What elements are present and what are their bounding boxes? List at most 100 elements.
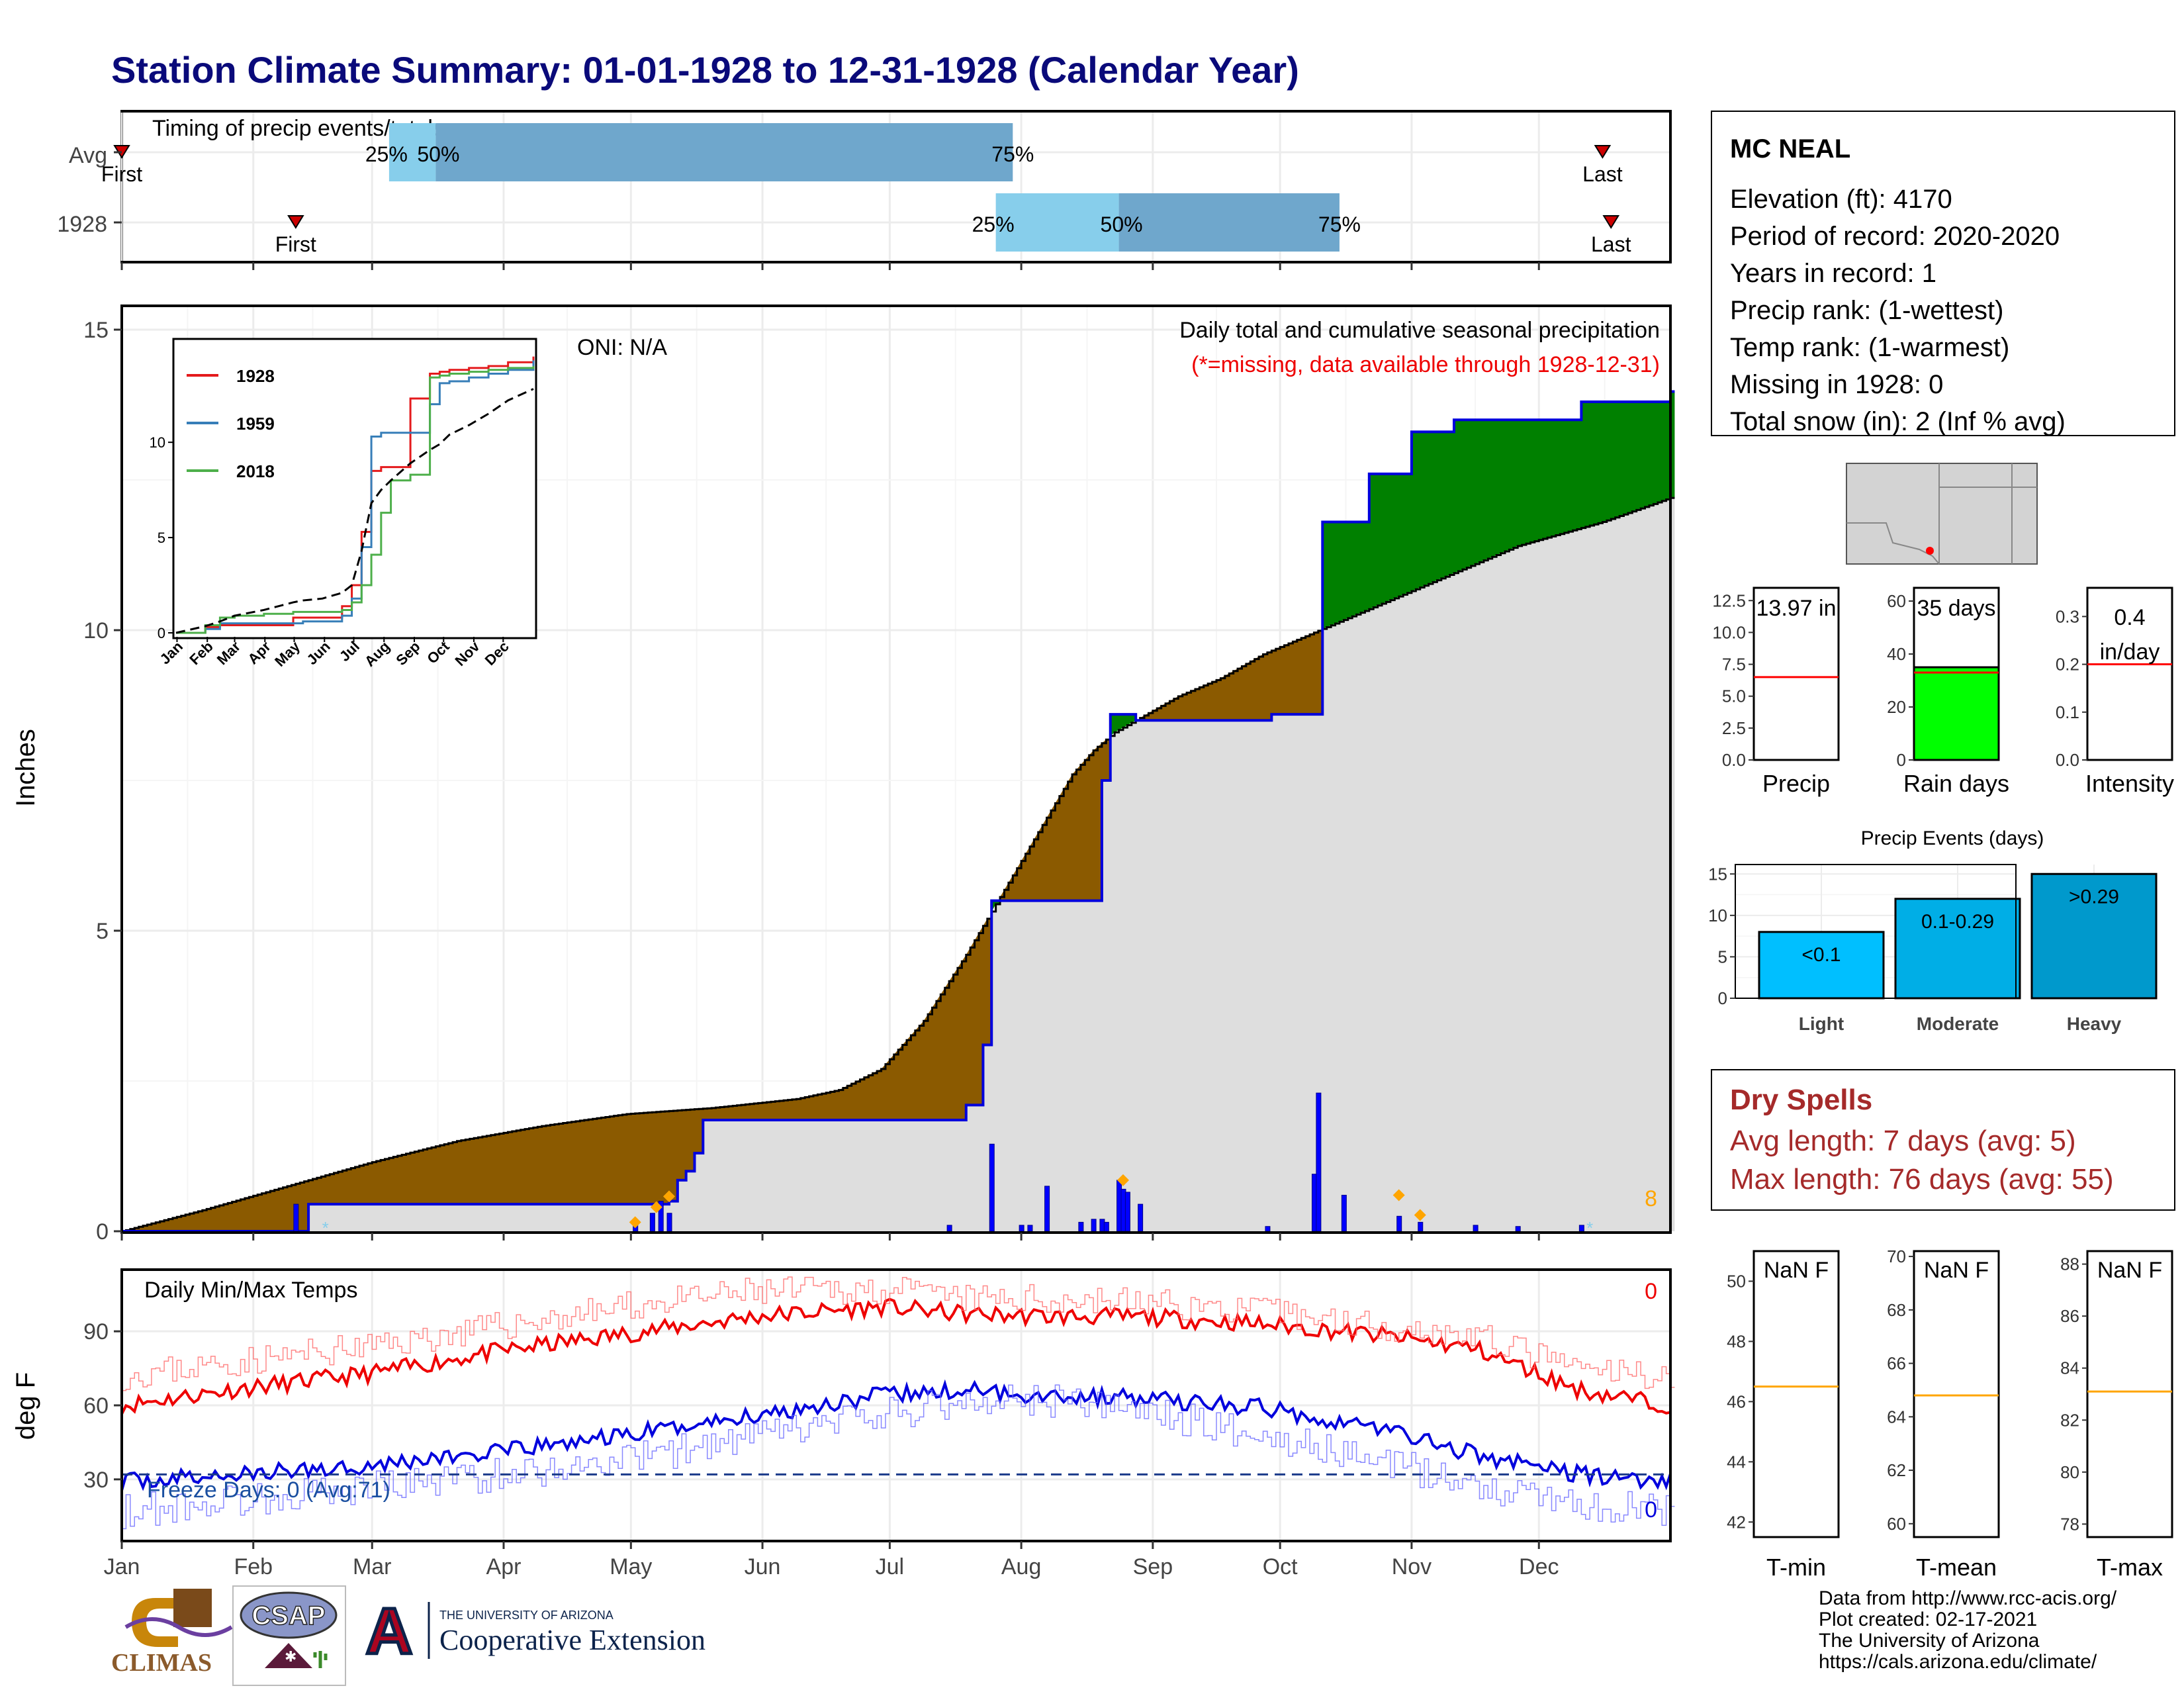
temp-summary-box bbox=[1752, 1250, 1840, 1538]
timing-label-75: 75% bbox=[1318, 212, 1361, 236]
freeze-days-label: Freeze Days: 0 (Avg:71) bbox=[147, 1477, 390, 1503]
events-y-tick-label: 10 bbox=[1708, 906, 1727, 925]
temp-plot-area bbox=[120, 1276, 1675, 1530]
temp-panel: 30 60 90 Jan Feb Mar Apr May Jun Jul Aug Sep Oct Nov… bbox=[11, 1268, 1675, 1579]
last-event-marker-icon bbox=[1602, 215, 1620, 229]
precip-y-tick-label: 10 bbox=[83, 618, 109, 643]
inset-legend: 1928 1959 2018 bbox=[187, 366, 275, 481]
locator-map bbox=[1846, 463, 2038, 565]
month-label: Jan bbox=[104, 1554, 140, 1579]
precip-event-bar-light bbox=[1758, 931, 1885, 1000]
tmin-box-value: NaN F bbox=[1764, 1258, 1829, 1283]
month-label: Feb bbox=[234, 1554, 273, 1579]
station-period: Period of record: 2020-2020 bbox=[1730, 222, 2060, 251]
month-label: Nov bbox=[1392, 1554, 1432, 1579]
temp-y-tick-label: 30 bbox=[83, 1468, 109, 1493]
ua-a-icon-bg bbox=[361, 1597, 417, 1660]
station-total-snow: Total snow (in): 2 (Inf % avg) bbox=[1730, 407, 2066, 436]
dry-spells-box: Dry Spells Avg length: 7 days (avg: 5) M… bbox=[1711, 1069, 2175, 1211]
csap-cactus-icon bbox=[313, 1651, 328, 1668]
oni-label: ONI: N/A bbox=[577, 335, 667, 360]
tmax-box-label: T-max bbox=[2097, 1554, 2163, 1581]
temp-box-y-tick-label: 88 bbox=[2060, 1254, 2079, 1274]
timing-label-50: 50% bbox=[1101, 212, 1143, 236]
precip-event-bar-label: 0.1-0.29 bbox=[1921, 911, 1994, 933]
missing-data-icon: * bbox=[1586, 1218, 1593, 1238]
temp-y-tick-label: 60 bbox=[83, 1393, 109, 1419]
temp-line-tmax bbox=[120, 1297, 1671, 1415]
rain-days-bar-label: Rain days bbox=[1903, 770, 2009, 797]
month-label: Jul bbox=[876, 1554, 904, 1579]
intensity-y-tick-label: 0.1 bbox=[2056, 702, 2079, 722]
dry-spells-title: Dry Spells bbox=[1730, 1084, 1872, 1116]
dry-spells-max: Max length: 76 days (avg: 55) bbox=[1730, 1163, 2114, 1196]
rain_days-y-tick-label: 20 bbox=[1887, 697, 1906, 717]
month-label: Apr bbox=[486, 1554, 522, 1579]
timing-bars: 25% 50% 75% First Last 25% 50% 75% First Last bbox=[101, 123, 1631, 256]
snow-day-marker-icon bbox=[629, 1216, 641, 1229]
precip-y-label: Inches bbox=[11, 729, 40, 807]
intensity-bar-value-1: 0.4 bbox=[2114, 605, 2145, 630]
precip-events-plot: <0.1 Light 0.1-0.29 Moderate >0.29 Heavy 0 5 10 1… bbox=[1708, 864, 2158, 1034]
inset-y-tick-label: 10 bbox=[150, 434, 165, 451]
inset-plot-area bbox=[175, 356, 535, 634]
daily-precip-bar bbox=[1396, 1215, 1402, 1232]
timing-label-75: 75% bbox=[991, 142, 1034, 166]
temp-box-y-tick-label: 82 bbox=[2060, 1410, 2079, 1430]
rain_days-y-tick-label: 40 bbox=[1887, 644, 1906, 664]
csap-logo: CSAP ✱ bbox=[232, 1585, 346, 1686]
precip-y-tick-label: 0 bbox=[96, 1219, 109, 1244]
temp-box-y-tick-label: 68 bbox=[1887, 1300, 1906, 1320]
station-name: MC NEAL bbox=[1730, 134, 1850, 164]
credit-line-4: https://cals.arizona.edu/climate/ bbox=[1819, 1651, 2097, 1673]
precip-y-tick-label: 10.0 bbox=[1712, 622, 1746, 642]
credit-line-2: Plot created: 02-17-2021 bbox=[1819, 1609, 2037, 1630]
events-y-tick-label: 5 bbox=[1718, 947, 1727, 966]
precip-bar-label: Precip bbox=[1762, 770, 1830, 797]
credit-line-1: Data from http://www.rcc-acis.org/ bbox=[1819, 1587, 2117, 1609]
station-elevation: Elevation (ft): 4170 bbox=[1730, 185, 1952, 214]
state-border-line bbox=[1846, 522, 1940, 565]
precip-event-bar-label: <0.1 bbox=[1801, 944, 1841, 966]
station-years: Years in record: 1 bbox=[1730, 259, 1936, 288]
daily-precip-bar bbox=[1473, 1225, 1479, 1232]
temp-top-count: 0 bbox=[1645, 1279, 1657, 1304]
temp-summary-boxes: T-min T-mean T-max 42 44 46 48 50 60 62 64 66 68 7… bbox=[1727, 1246, 2173, 1581]
station-temp-rank: Temp rank: (1-warmest) bbox=[1730, 333, 2009, 362]
snow-day-marker-icon bbox=[1116, 1174, 1129, 1186]
events-y-tick-label: 0 bbox=[1718, 988, 1727, 1008]
timing-row-year-label: 1928 bbox=[57, 212, 107, 237]
daily-precip-bar bbox=[1124, 1192, 1130, 1232]
precip-event-bar-heavy bbox=[2030, 872, 2158, 1000]
timing-x-ticks bbox=[114, 151, 1540, 270]
timing-bar-q50-q75 bbox=[435, 123, 1013, 181]
station-info-box: MC NEAL Elevation (ft): 4170 Period of r… bbox=[1711, 111, 2175, 436]
daily-precip-bar bbox=[1316, 1092, 1322, 1232]
rain-days-bar-value: 35 days bbox=[1917, 596, 1995, 621]
intensity-bar-label: Intensity bbox=[2085, 770, 2174, 797]
snow-day-marker-icon bbox=[1392, 1189, 1405, 1201]
temp-box-y-tick-label: 50 bbox=[1727, 1271, 1746, 1291]
precip-y-tick-label: 15 bbox=[83, 318, 109, 343]
temp-box-y-tick-label: 62 bbox=[1887, 1460, 1906, 1480]
tmean-box-label: T-mean bbox=[1916, 1554, 1997, 1581]
temp-y-label: deg F bbox=[11, 1372, 40, 1440]
precip-y-tick-label: 0.0 bbox=[1722, 750, 1746, 770]
month-label: May bbox=[610, 1554, 652, 1579]
inset-line-1928 bbox=[176, 356, 535, 634]
observed-cumulative-line bbox=[122, 390, 1675, 1233]
daily-precip-bar bbox=[1418, 1221, 1424, 1232]
csap-mountain-icon bbox=[265, 1643, 312, 1668]
inset-legend-label-2018: 2018 bbox=[236, 461, 275, 481]
deficit-area bbox=[126, 918, 992, 1231]
ua-line-2: Cooperative Extension bbox=[439, 1624, 705, 1656]
snow-day-marker-icon bbox=[1414, 1209, 1426, 1221]
temp-box-y-tick-label: 46 bbox=[1727, 1391, 1746, 1411]
climas-sun-icon bbox=[132, 1598, 178, 1647]
month-label: Dec bbox=[1519, 1554, 1559, 1579]
csap-snowflake-icon: ✱ bbox=[285, 1648, 296, 1665]
precip-panel-subtitle: (*=missing, data available through 1928-… bbox=[1191, 352, 1660, 377]
